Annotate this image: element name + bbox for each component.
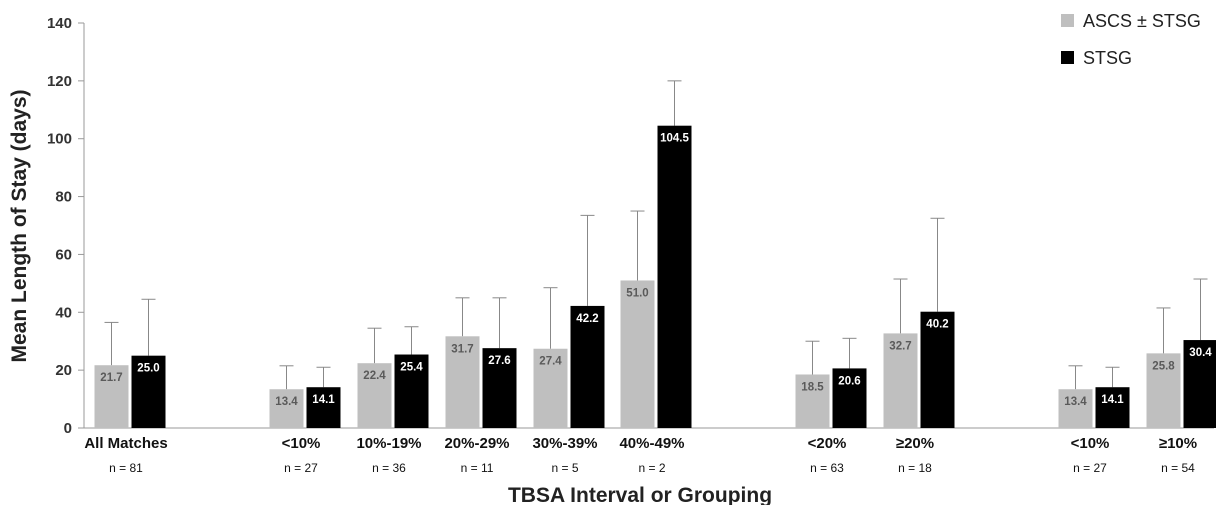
stsg-bar [570, 305, 605, 428]
x-category-label: <10% [282, 435, 321, 452]
stsg-bar [832, 368, 867, 428]
bar-value-label: 42.2 [576, 313, 598, 325]
y-tick-label: 60 [55, 246, 72, 263]
bar-value-label: 22.4 [363, 370, 386, 382]
stsg-bar [394, 354, 429, 428]
ascs-bar [94, 365, 129, 428]
sample-size-label: n = 63 [810, 461, 844, 475]
bar-value-label: 13.4 [1064, 396, 1087, 408]
bar-value-label: 27.6 [488, 355, 510, 367]
y-tick-label: 0 [64, 420, 72, 437]
stsg-bar [1183, 340, 1216, 428]
x-category-label: 10%-19% [356, 435, 421, 452]
y-tick-label: 20 [55, 362, 72, 379]
y-axis-title: Mean Length of Stay (days) [8, 89, 31, 362]
x-category-label: <20% [808, 435, 847, 452]
ascs-bar [357, 363, 392, 428]
legend-label: ASCS ± STSG [1083, 11, 1201, 31]
bar-value-label: 32.7 [889, 340, 911, 352]
ascs-bar [620, 280, 655, 428]
bar-value-label: 27.4 [539, 356, 562, 368]
bar-value-label: 25.0 [137, 363, 159, 375]
sample-size-label: n = 54 [1161, 461, 1195, 475]
legend: ASCS ± STSG STSG [1061, 11, 1201, 68]
ascs-bar [883, 333, 918, 428]
bar-value-label: 104.5 [660, 133, 689, 145]
ascs-bar [1146, 353, 1181, 428]
bar-value-label: 31.7 [451, 343, 473, 355]
bar-value-label: 14.1 [312, 394, 335, 406]
bar-value-label: 20.6 [838, 375, 860, 387]
x-category-label: All Matches [84, 435, 167, 452]
sample-size-label: n = 11 [461, 461, 494, 475]
bar-value-label: 30.4 [1189, 347, 1212, 359]
bar-value-label: 40.2 [926, 319, 948, 331]
legend-swatch [1061, 14, 1074, 27]
sample-size-label: n = 36 [372, 461, 406, 475]
x-axis-category-labels: All Matches n = 81 <10% n = 27 10%-19% n = 36… [84, 435, 1197, 475]
bars: 21.7 13.4 22.4 31.7 27.4 51.0 18.5 32.7 13.4 25.8… [94, 80, 1216, 429]
ascs-bar [1058, 389, 1093, 428]
stsg-bar [482, 348, 517, 428]
ascs-bar [445, 336, 480, 428]
legend-swatch [1061, 51, 1074, 64]
bar-value-label: 18.5 [801, 381, 824, 393]
y-tick-label: 40 [55, 304, 72, 321]
bar-value-label: 25.8 [1152, 360, 1175, 372]
stsg-bar [1095, 387, 1130, 428]
bar-value-label: 25.4 [400, 362, 423, 374]
legend-label: STSG [1083, 48, 1132, 68]
ascs-bar [795, 374, 830, 428]
x-category-label: 30%-39% [532, 435, 597, 452]
bar-value-label: 51.0 [626, 287, 648, 299]
x-category-label: 40%-49% [619, 435, 684, 452]
y-tick-label: 120 [47, 73, 72, 90]
x-category-label: <10% [1071, 435, 1110, 452]
ascs-bar [269, 389, 304, 428]
sample-size-label: n = 18 [898, 461, 932, 475]
x-axis-title: TBSA Interval or Grouping [508, 484, 772, 505]
bar-value-label: 14.1 [1101, 394, 1124, 406]
sample-size-label: n = 27 [1073, 461, 1107, 475]
sample-size-label: n = 81 [109, 461, 143, 475]
sample-size-label: n = 27 [284, 461, 318, 475]
ascs-bar [533, 348, 568, 428]
sample-size-label: n = 2 [638, 461, 665, 475]
y-tick-label: 80 [55, 189, 72, 206]
y-axis-ticks: 0 20 40 60 80 100 120 140 [47, 15, 84, 437]
x-category-label: ≥20% [896, 435, 934, 452]
x-category-label: 20%-29% [444, 435, 509, 452]
bar-value-label: 21.7 [100, 372, 122, 384]
sample-size-label: n = 5 [551, 461, 578, 475]
x-category-label: ≥10% [1159, 435, 1197, 452]
y-tick-label: 100 [47, 131, 72, 148]
y-tick-label: 140 [47, 15, 72, 32]
stsg-bar [657, 125, 692, 429]
stsg-bar [306, 387, 341, 428]
stsg-bar [920, 311, 955, 428]
bar-value-label: 13.4 [275, 396, 298, 408]
stsg-bar [131, 355, 166, 428]
